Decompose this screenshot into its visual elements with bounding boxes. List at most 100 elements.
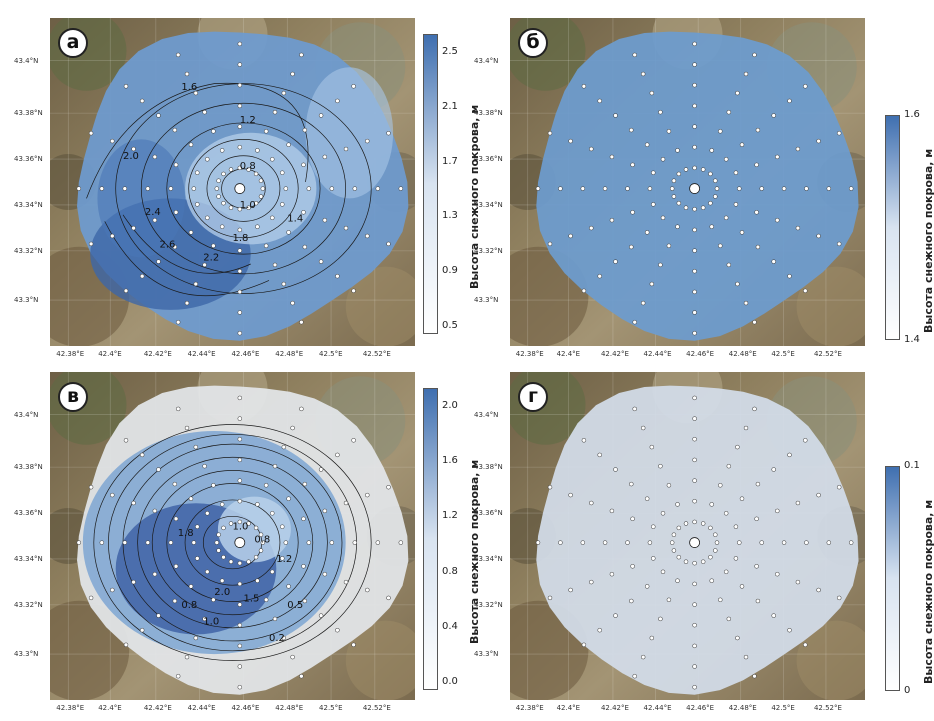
- station-point: [718, 129, 723, 134]
- station-point: [836, 130, 842, 136]
- station-point: [216, 548, 221, 553]
- contour-line: [122, 214, 251, 274]
- station-point: [647, 186, 653, 191]
- station-point: [386, 595, 391, 601]
- lon-tick-label: 42.42°E: [600, 704, 629, 712]
- station-point: [175, 319, 181, 325]
- station-point: [237, 227, 243, 233]
- station-point: [228, 559, 234, 564]
- station-point: [280, 202, 285, 207]
- lat-tick-label: 43.3°N: [14, 296, 39, 305]
- station-point: [343, 500, 349, 506]
- station-point: [263, 483, 269, 488]
- station-point: [692, 227, 697, 233]
- station-point: [759, 186, 764, 191]
- station-point: [205, 157, 210, 162]
- station-point: [713, 548, 718, 553]
- station-point: [386, 241, 391, 247]
- station-point: [692, 478, 697, 483]
- station-point: [568, 138, 573, 144]
- contour-label: 1.8: [178, 528, 194, 539]
- contour-line: [221, 168, 266, 209]
- station-point: [651, 524, 656, 529]
- station-point: [322, 154, 328, 160]
- station-point: [692, 416, 697, 421]
- station-point: [683, 521, 689, 526]
- station-point: [237, 124, 243, 129]
- station-point: [88, 241, 94, 247]
- station-point: [597, 452, 602, 458]
- station-point: [658, 109, 663, 115]
- station-point: [692, 602, 697, 607]
- station-point: [302, 481, 308, 487]
- lon-tick-label: 42.4°E: [556, 350, 581, 358]
- station-point: [195, 556, 200, 561]
- station-point: [609, 154, 615, 160]
- station-point: [172, 598, 178, 604]
- station-point: [123, 438, 129, 443]
- station-point: [613, 467, 618, 472]
- station-point: [795, 579, 801, 585]
- terrain-patch: [796, 266, 865, 346]
- colorbar-tick: 1.7: [442, 155, 458, 167]
- station-point: [99, 540, 105, 545]
- station-point: [156, 113, 161, 118]
- station-point: [754, 162, 759, 168]
- station-point: [775, 571, 780, 577]
- station-point: [547, 130, 553, 136]
- station-point: [318, 113, 324, 118]
- station-point: [692, 165, 697, 171]
- station-point: [700, 167, 706, 172]
- station-point: [613, 613, 618, 618]
- station-point: [609, 571, 615, 577]
- contour-label: 1.4: [287, 213, 303, 224]
- colorbar: [885, 466, 900, 691]
- station-point: [281, 90, 287, 96]
- station-point: [630, 564, 635, 569]
- lat-tick-label: 43.38°N: [14, 109, 43, 118]
- station-point: [172, 127, 178, 133]
- contour-label: 1.2: [240, 115, 256, 126]
- station-point: [237, 622, 243, 628]
- station-point: [775, 217, 780, 223]
- station-point: [676, 525, 682, 531]
- station-point: [258, 194, 264, 199]
- station-point: [735, 281, 740, 287]
- station-point: [629, 598, 634, 604]
- station-point: [726, 463, 732, 469]
- station-point: [237, 62, 243, 67]
- station-point: [671, 178, 677, 183]
- station-point: [739, 230, 745, 235]
- lon-tick-label: 42.5°E: [771, 704, 795, 712]
- station-point: [609, 217, 615, 223]
- station-point: [351, 438, 356, 443]
- contour-label: 1.0: [233, 521, 249, 532]
- contour-label: 1.0: [203, 617, 219, 628]
- station-point: [644, 496, 650, 501]
- station-point: [228, 205, 234, 210]
- station-point: [609, 508, 615, 514]
- lat-tick-label: 43.4°N: [14, 56, 39, 65]
- station-point: [301, 564, 306, 569]
- station-point: [260, 186, 266, 191]
- station-point: [335, 627, 340, 633]
- map-svg: [510, 18, 865, 346]
- station-point: [211, 243, 216, 249]
- station-point: [318, 259, 324, 264]
- station-point: [589, 225, 594, 231]
- panel-letter: г: [518, 382, 548, 412]
- station-point: [398, 186, 404, 191]
- station-point: [708, 200, 713, 206]
- station-point: [735, 444, 740, 450]
- station-point: [322, 508, 328, 514]
- colorbar-tick: 1.6: [442, 455, 458, 467]
- station-point: [816, 233, 821, 239]
- station-point: [581, 288, 587, 294]
- contour-line: [166, 483, 299, 602]
- station-point: [713, 194, 718, 199]
- station-point: [131, 146, 136, 152]
- station-point: [219, 578, 225, 583]
- station-point: [258, 548, 264, 553]
- station-point: [658, 463, 663, 469]
- station-point: [726, 109, 732, 115]
